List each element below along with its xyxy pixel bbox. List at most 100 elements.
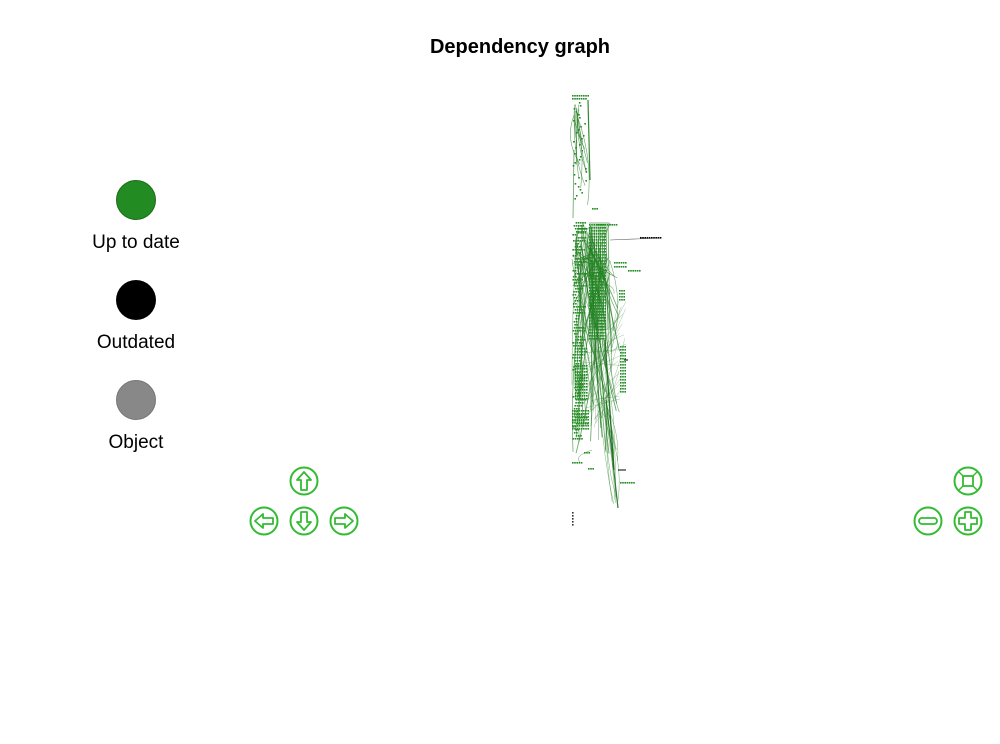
- graph-node[interactable]: [595, 296, 598, 298]
- graph-node[interactable]: [580, 232, 582, 234]
- graph-node[interactable]: [600, 290, 602, 292]
- graph-node[interactable]: [628, 482, 631, 484]
- graph-node[interactable]: [574, 360, 576, 362]
- graph-node[interactable]: [593, 251, 595, 253]
- graph-node[interactable]: [602, 329, 604, 331]
- graph-node[interactable]: [574, 354, 577, 356]
- graph-node[interactable]: [575, 423, 578, 425]
- graph-node[interactable]: [572, 279, 575, 281]
- graph-node[interactable]: [586, 377, 588, 379]
- fit-screen-button[interactable]: [953, 466, 983, 496]
- graph-node[interactable]: [624, 367, 626, 369]
- graph-node[interactable]: [589, 224, 591, 226]
- graph-node[interactable]: [593, 311, 595, 313]
- graph-node[interactable]: [589, 281, 591, 283]
- graph-node[interactable]: [591, 233, 593, 235]
- graph-node[interactable]: [600, 332, 602, 334]
- graph-node[interactable]: [572, 416, 574, 418]
- graph-node[interactable]: [574, 357, 576, 359]
- graph-node[interactable]: [589, 290, 591, 292]
- graph-node[interactable]: [578, 315, 580, 317]
- graph-node[interactable]: [595, 266, 598, 268]
- graph-node[interactable]: [620, 373, 622, 375]
- graph-node[interactable]: [593, 326, 595, 328]
- graph-node[interactable]: [578, 228, 580, 230]
- graph-node[interactable]: [593, 332, 595, 334]
- graph-node[interactable]: [586, 374, 588, 376]
- graph-node[interactable]: [580, 413, 583, 415]
- graph-node[interactable]: [591, 251, 593, 253]
- graph-node[interactable]: [576, 98, 578, 100]
- graph-node[interactable]: [619, 296, 621, 298]
- graph-node[interactable]: [578, 420, 581, 422]
- graph-node[interactable]: [575, 363, 578, 365]
- graph-node[interactable]: [576, 357, 579, 359]
- graph-node[interactable]: [580, 428, 583, 430]
- graph-node[interactable]: [589, 269, 591, 271]
- graph-node[interactable]: [600, 257, 602, 259]
- graph-node[interactable]: [583, 420, 585, 422]
- graph-node[interactable]: [591, 290, 593, 292]
- graph-node[interactable]: [580, 126, 582, 128]
- graph-node[interactable]: [597, 242, 600, 244]
- graph-node[interactable]: [591, 308, 593, 310]
- graph-node[interactable]: [591, 275, 593, 277]
- graph-node[interactable]: [604, 224, 607, 226]
- graph-node[interactable]: [585, 273, 588, 275]
- graph-node[interactable]: [591, 311, 593, 313]
- graph-node[interactable]: [622, 388, 624, 390]
- graph-node[interactable]: [591, 287, 593, 289]
- graph-node[interactable]: [593, 266, 595, 268]
- graph-node[interactable]: [620, 346, 622, 348]
- graph-node[interactable]: [602, 314, 604, 316]
- graph-node[interactable]: [578, 423, 580, 425]
- graph-node[interactable]: [597, 332, 600, 334]
- graph-node[interactable]: [604, 305, 606, 307]
- graph-node[interactable]: [623, 290, 625, 292]
- graph-node[interactable]: [574, 309, 577, 311]
- graph-node[interactable]: [636, 270, 639, 272]
- graph-node[interactable]: [626, 482, 629, 484]
- graph-node[interactable]: [591, 332, 593, 334]
- graph-node[interactable]: [595, 269, 598, 271]
- graph-node[interactable]: [595, 257, 598, 259]
- graph-node[interactable]: [593, 236, 595, 238]
- graph-node[interactable]: [600, 302, 602, 304]
- graph-node[interactable]: [597, 329, 600, 331]
- graph-node[interactable]: [589, 293, 591, 295]
- graph-node[interactable]: [593, 224, 595, 226]
- graph-node[interactable]: [589, 287, 591, 289]
- graph-node[interactable]: [575, 435, 578, 437]
- graph-node[interactable]: [580, 410, 583, 412]
- graph-node[interactable]: [595, 299, 598, 301]
- graph-node[interactable]: [579, 105, 582, 107]
- graph-node[interactable]: [579, 156, 582, 158]
- graph-node[interactable]: [600, 260, 602, 262]
- graph-node[interactable]: [589, 314, 591, 316]
- graph-node[interactable]: [597, 317, 600, 319]
- graph-node[interactable]: [624, 370, 626, 372]
- graph-node[interactable]: [595, 233, 598, 235]
- graph-node[interactable]: [619, 290, 621, 292]
- graph-node[interactable]: [581, 402, 584, 404]
- graph-node[interactable]: [620, 382, 622, 384]
- graph-node[interactable]: [583, 249, 585, 251]
- graph-node[interactable]: [624, 376, 626, 378]
- graph-node[interactable]: [648, 237, 651, 239]
- graph-node[interactable]: [580, 414, 583, 416]
- graph-node[interactable]: [583, 378, 586, 380]
- graph-node[interactable]: [583, 368, 586, 370]
- graph-node[interactable]: [604, 335, 606, 337]
- graph-node[interactable]: [591, 299, 593, 301]
- graph-node[interactable]: [578, 102, 581, 104]
- graph-node[interactable]: [583, 398, 586, 400]
- graph-node[interactable]: [576, 324, 579, 326]
- graph-node[interactable]: [575, 288, 577, 290]
- graph-node[interactable]: [585, 425, 587, 427]
- graph-node[interactable]: [597, 314, 600, 316]
- graph-node[interactable]: [602, 227, 604, 229]
- graph-node[interactable]: [577, 371, 579, 373]
- graph-node[interactable]: [576, 425, 578, 427]
- graph-node[interactable]: [593, 233, 595, 235]
- graph-node[interactable]: [593, 242, 595, 244]
